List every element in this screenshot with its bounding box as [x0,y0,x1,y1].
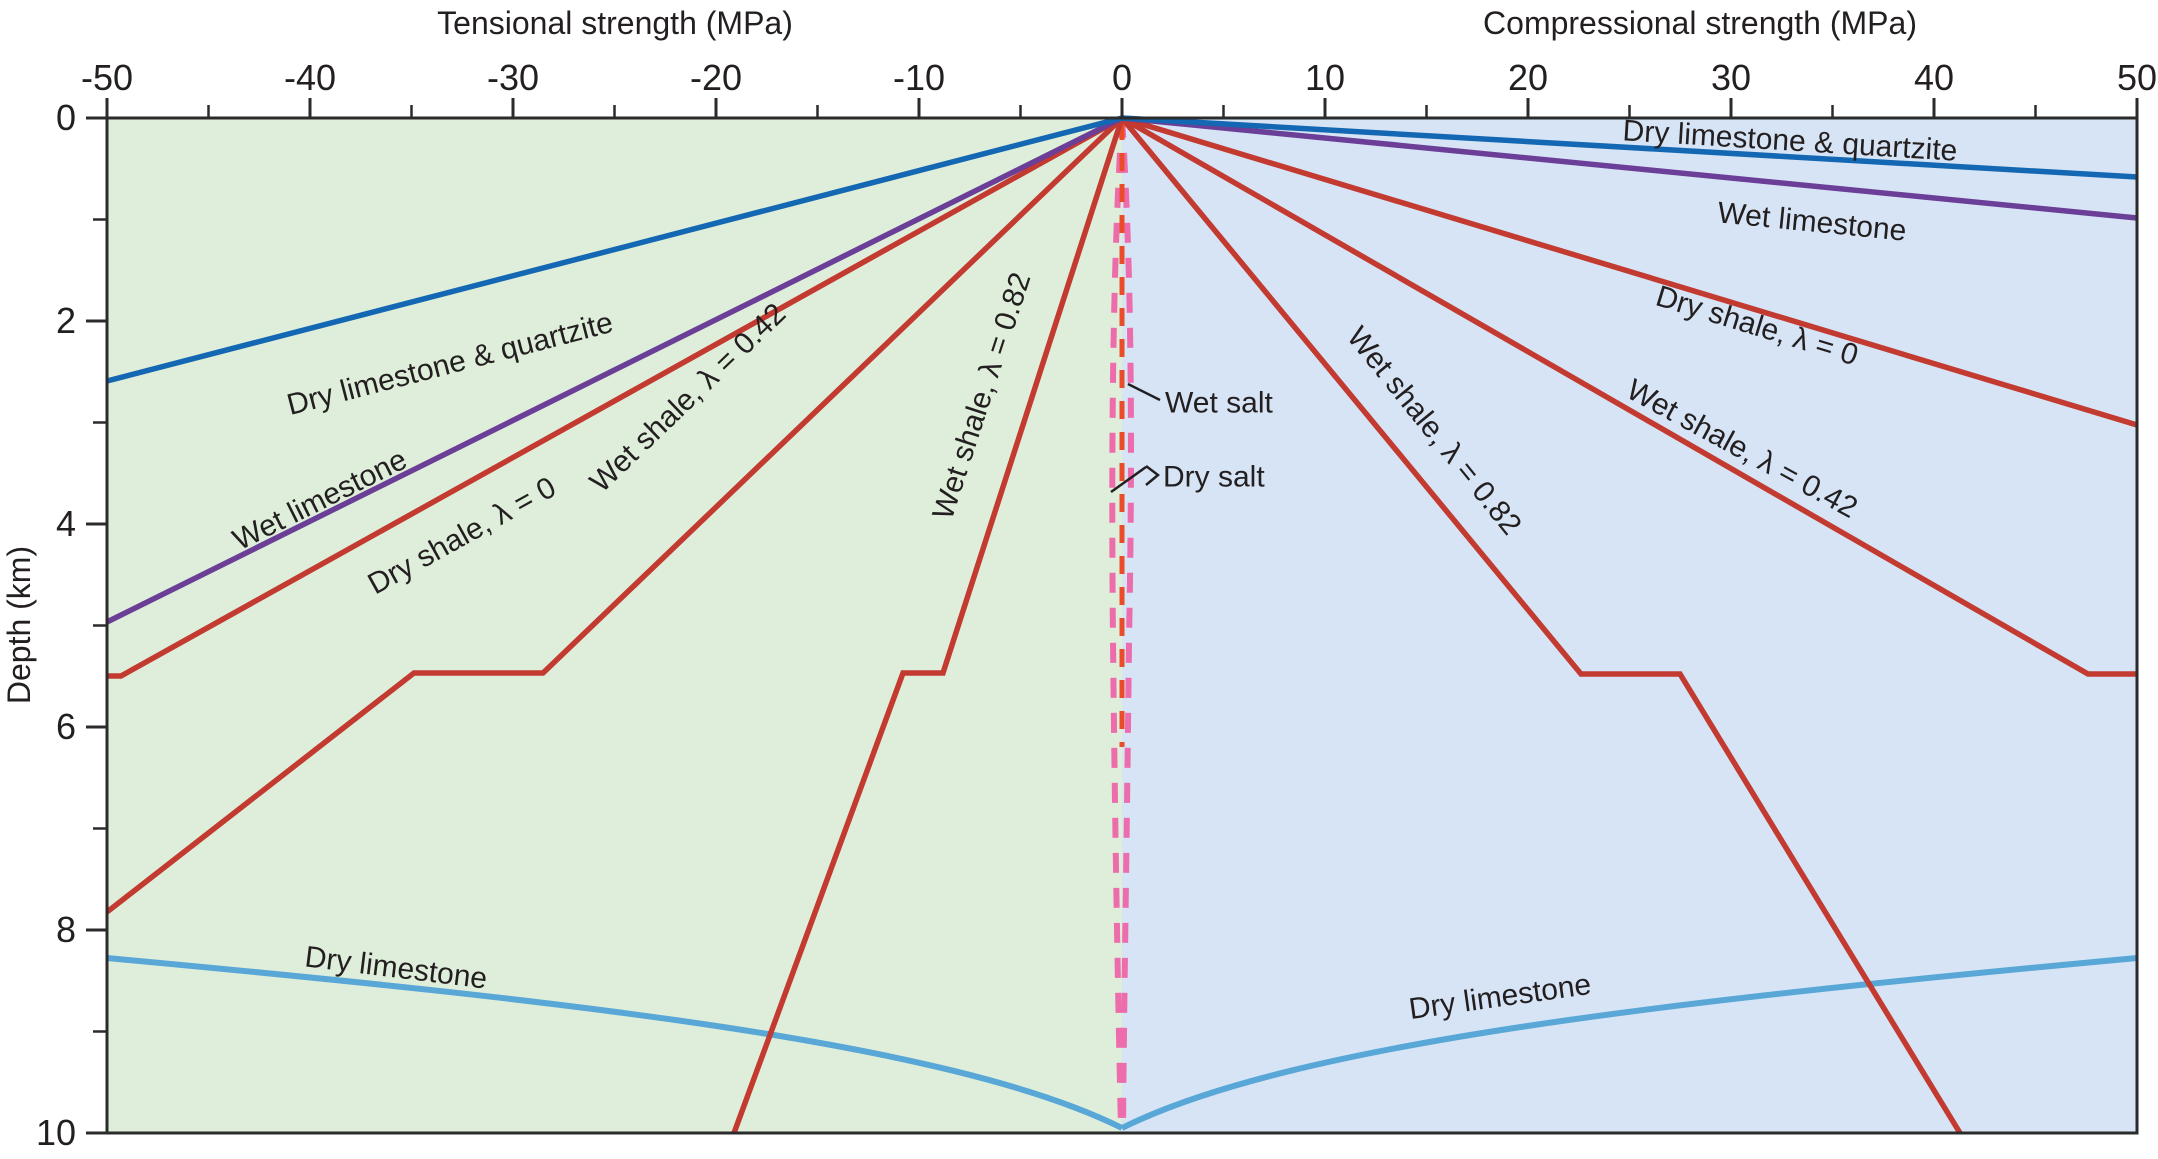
x-axis-minor-ticks [207,105,2037,117]
y-tick-label: 2 [56,300,76,341]
dry-limestone-quartzite-compression-curve [1121,115,2138,180]
y-axis-title: Depth (km) [1,546,37,704]
dry-shale-tension-curve [107,115,1124,679]
x-tick-label: -10 [893,57,945,98]
tension-background [107,118,1122,1133]
curves [105,115,2138,1135]
dry-salt-label: Dry salt [1163,461,1265,494]
y-tick-label: 4 [56,503,76,544]
dry-limestone-quartzite-tension-curve [106,115,1123,384]
y-tick-label: 10 [36,1112,76,1153]
dry-salt-leader-arrow [1145,465,1161,486]
wet-limestone-compression-curve [1121,115,2138,221]
dry-limestone-tension-curve [106,955,1124,1131]
dry-salt-leader-line [1110,465,1147,494]
x-axis-title-compression: Compressional strength (MPa) [1483,5,1917,41]
x-tick-label: -50 [81,57,133,98]
y-tick-label: 6 [56,706,76,747]
dry-limestone-compression-curve [1120,955,2138,1131]
dry-shale-compression-curve [1121,115,2138,428]
x-axis-tick-labels: -50 -40 -30 -20 -10 0 10 20 30 40 50 [81,57,2157,98]
x-tick-label: -30 [487,57,539,98]
compression-background [1122,118,2137,1133]
y-axis-major-ticks [86,116,106,1135]
plot-border [105,116,2139,1135]
x-tick-label: -20 [690,57,742,98]
x-tick-label: 20 [1508,57,1548,98]
wet-salt-label: Wet salt [1165,387,1273,420]
x-tick-label: -40 [284,57,336,98]
x-axis-title-tension: Tensional strength (MPa) [437,5,793,41]
y-tick-label: 0 [56,97,76,138]
x-tick-label: 10 [1305,57,1345,98]
wet-salt-compression-curve [1119,117,1134,1129]
x-tick-label: 40 [1914,57,1954,98]
y-axis-tick-labels: 0 2 4 6 8 10 [36,97,76,1153]
x-tick-label: 30 [1711,57,1751,98]
wet-shale-082-tension-curve [731,117,1125,1134]
salt-annotations: Wet salt Dry salt [1110,382,1273,494]
x-tick-label: 50 [2117,57,2157,98]
wet-salt-tension-curve [1109,117,1125,1129]
wet-limestone-tension-curve [105,115,1124,625]
x-axis-major-ticks [105,98,2139,117]
y-axis-minor-ticks [93,218,106,1033]
wet-shale-042-compression-curve [1120,115,2137,677]
wet-shale-082-compression-curve [1119,116,1963,1135]
wet-shale-042-tension-curve [105,116,1124,915]
y-tick-label: 8 [56,909,76,950]
x-tick-label: 0 [1112,57,1132,98]
wet-salt-leader-line [1127,382,1161,402]
